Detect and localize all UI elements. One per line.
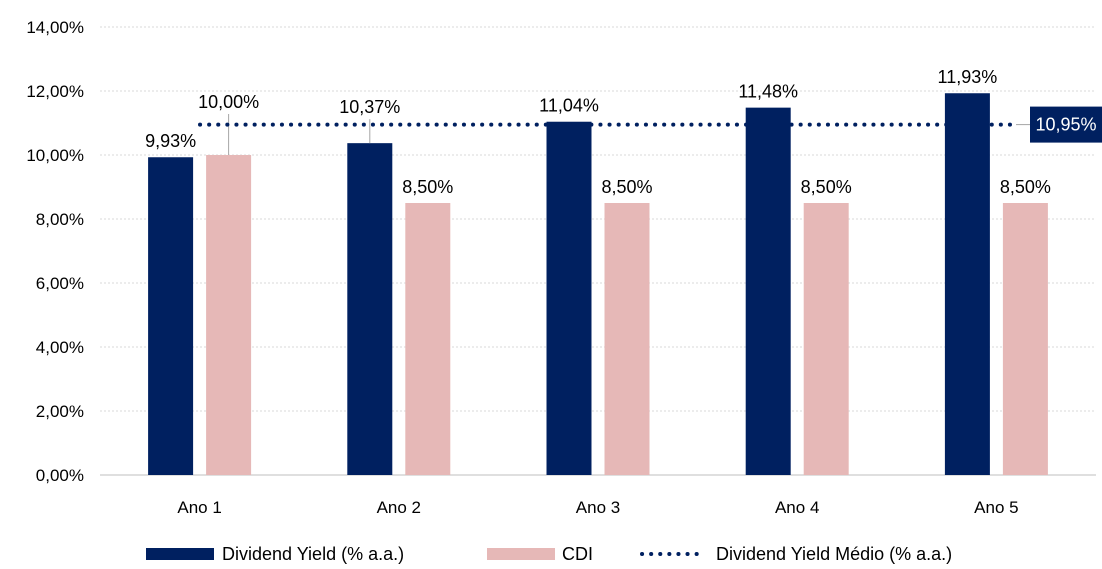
legend-label-average: Dividend Yield Médio (% a.a.): [716, 544, 952, 564]
data-label-dividend-yield: 11,48%: [738, 82, 798, 102]
legend-swatch-dividend-yield: [146, 548, 214, 560]
legend-label-dividend-yield: Dividend Yield (% a.a.): [222, 544, 404, 564]
data-label-dividend-yield: 9,93%: [145, 131, 196, 151]
data-label-dividend-yield: 11,93%: [938, 67, 998, 87]
data-label-cdi: 8,50%: [1000, 177, 1051, 197]
x-tick-label: Ano 4: [775, 498, 819, 517]
data-label-dividend-yield: 10,37%: [339, 97, 400, 117]
bar-cdi: [1002, 203, 1048, 475]
data-label-cdi: 10,00%: [198, 92, 259, 112]
data-label-cdi: 8,50%: [601, 177, 652, 197]
y-tick-label: 6,00%: [36, 274, 84, 293]
bar-cdi: [206, 155, 252, 475]
y-tick-label: 12,00%: [26, 82, 84, 101]
bar-dividend-yield: [148, 157, 194, 476]
data-label-cdi: 8,50%: [801, 177, 852, 197]
y-tick-label: 0,00%: [36, 466, 84, 485]
average-label: 10,95%: [1035, 115, 1096, 135]
bar-dividend-yield: [347, 143, 393, 475]
data-label-dividend-yield: 11,04%: [539, 96, 599, 116]
bar-cdi: [604, 203, 650, 475]
x-tick-label: Ano 2: [377, 498, 421, 517]
bar-cdi: [405, 203, 451, 475]
y-tick-label: 2,00%: [36, 402, 84, 421]
x-tick-label: Ano 5: [974, 498, 1018, 517]
y-tick-label: 4,00%: [36, 338, 84, 357]
legend-label-cdi: CDI: [562, 544, 593, 564]
y-tick-label: 8,00%: [36, 210, 84, 229]
x-tick-label: Ano 1: [177, 498, 221, 517]
bar-dividend-yield: [745, 107, 791, 475]
data-label-cdi: 8,50%: [402, 177, 453, 197]
y-tick-label: 10,00%: [26, 146, 84, 165]
bar-dividend-yield: [944, 93, 990, 476]
average-label-box: [1030, 106, 1102, 143]
bar-cdi: [803, 203, 849, 475]
legend-swatch-cdi: [487, 548, 555, 560]
bar-dividend-yield: [546, 121, 592, 475]
y-tick-label: 14,00%: [26, 18, 84, 37]
x-tick-label: Ano 3: [576, 498, 620, 517]
